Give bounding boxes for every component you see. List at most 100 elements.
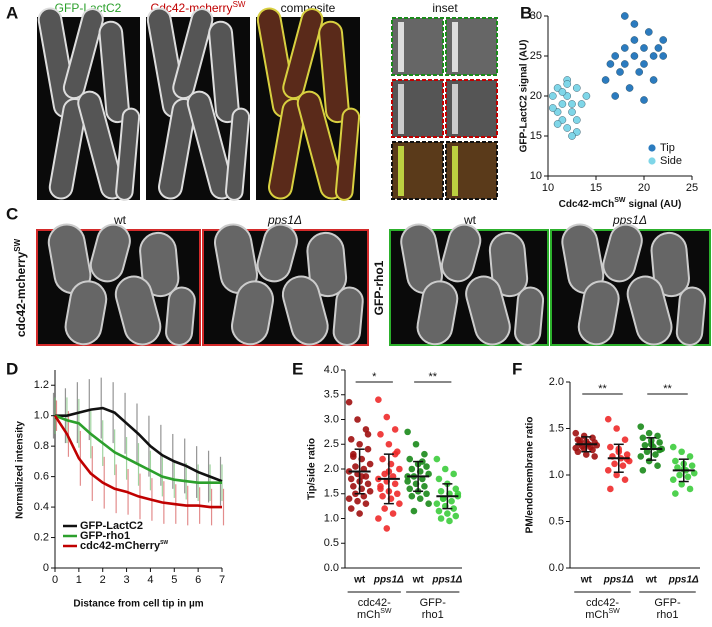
dot: [446, 517, 453, 525]
cell: [115, 107, 141, 201]
dot: [406, 455, 414, 463]
dot: [423, 490, 430, 498]
point: [625, 84, 634, 92]
dot: [421, 483, 428, 490]
cell: [62, 8, 104, 100]
cell: [186, 90, 235, 200]
group-text: rho1: [656, 609, 678, 621]
y-tick-label: 0.8: [34, 440, 49, 452]
dot: [669, 476, 677, 483]
row-sup: SW: [13, 238, 22, 251]
dot: [410, 507, 418, 515]
inset-membrane: [452, 146, 458, 196]
point: [659, 52, 668, 60]
dot: [452, 512, 460, 520]
dot: [604, 467, 612, 474]
point: [606, 60, 615, 68]
x-tick-label: 20: [638, 182, 650, 194]
x-tick-label: pps1Δ: [603, 575, 634, 586]
x-tick-label: 7: [219, 574, 225, 586]
x-tick-label: 1: [76, 574, 82, 586]
dot: [674, 464, 681, 471]
cell: [208, 20, 240, 124]
cell: [650, 231, 690, 298]
group-label: rho1: [656, 609, 678, 621]
dot: [435, 475, 443, 483]
panel-label: B: [520, 3, 532, 22]
point: [649, 76, 658, 84]
cell: [89, 223, 131, 283]
y-tick-label: 10: [530, 170, 542, 182]
dot: [607, 485, 614, 493]
dot: [396, 500, 403, 507]
dot: [364, 480, 372, 488]
x-label-suffix: signal (AU): [629, 199, 682, 210]
y-tick-label: 30: [530, 10, 542, 22]
dot: [654, 462, 661, 470]
point: [659, 36, 668, 44]
x-axis-label: Distance from cell tip in µm: [73, 599, 203, 610]
point: [568, 100, 576, 108]
cell: [513, 286, 545, 346]
point: [630, 52, 639, 60]
dot: [345, 495, 353, 503]
cell: [465, 275, 511, 346]
point: [621, 44, 629, 52]
group-text: GFP-: [654, 597, 681, 609]
x-tick-label: 4: [147, 574, 153, 586]
point: [640, 44, 648, 52]
cell: [577, 280, 620, 346]
cell: [281, 275, 329, 346]
point: [558, 88, 567, 96]
point: [563, 80, 572, 88]
group-label: rho1: [422, 609, 444, 621]
x-tick-label: wt: [645, 575, 658, 586]
cell: [440, 223, 482, 283]
legend-marker: [648, 157, 656, 165]
significance-label: **: [428, 371, 437, 383]
cell: [306, 231, 348, 298]
point: [635, 68, 644, 76]
image-title: composite: [281, 1, 336, 15]
dot: [450, 505, 457, 512]
dot: [688, 462, 696, 470]
y-tick-label: 1.0: [324, 512, 339, 524]
panel-label: E: [292, 359, 303, 378]
point: [611, 52, 620, 60]
cell: [268, 98, 307, 200]
line: [55, 406, 223, 483]
column-title: pps1Δ: [612, 213, 647, 227]
dot: [393, 490, 401, 498]
y-tick-label: 0.5: [549, 515, 564, 527]
dot: [591, 453, 598, 460]
dot: [347, 436, 355, 443]
cell: [318, 20, 350, 124]
dot: [421, 450, 428, 458]
dot: [686, 485, 694, 493]
dot: [352, 463, 359, 470]
dot: [350, 453, 357, 460]
dot: [637, 423, 645, 430]
column-title: wt: [113, 213, 127, 227]
dot: [676, 471, 683, 479]
group-text: mCh: [585, 609, 608, 621]
significance-label: **: [663, 383, 672, 395]
dot: [408, 465, 416, 473]
legend-text: cdc42-mCherry: [80, 540, 161, 552]
dot: [404, 428, 411, 436]
dot: [408, 492, 416, 500]
y-tick-label: 3.5: [324, 389, 339, 401]
point: [549, 92, 557, 100]
dot: [656, 439, 663, 446]
x-tick-label: 25: [686, 182, 698, 194]
dot: [356, 440, 363, 448]
dot: [354, 497, 361, 505]
y-tick-label: 25: [530, 50, 542, 62]
y-tick-label: 1.0: [34, 410, 49, 422]
dot: [611, 460, 618, 468]
group-label: cdc42-: [358, 597, 391, 609]
point: [621, 12, 629, 20]
cell: [416, 280, 459, 346]
x-tick-label: pps1Δ: [668, 575, 699, 586]
